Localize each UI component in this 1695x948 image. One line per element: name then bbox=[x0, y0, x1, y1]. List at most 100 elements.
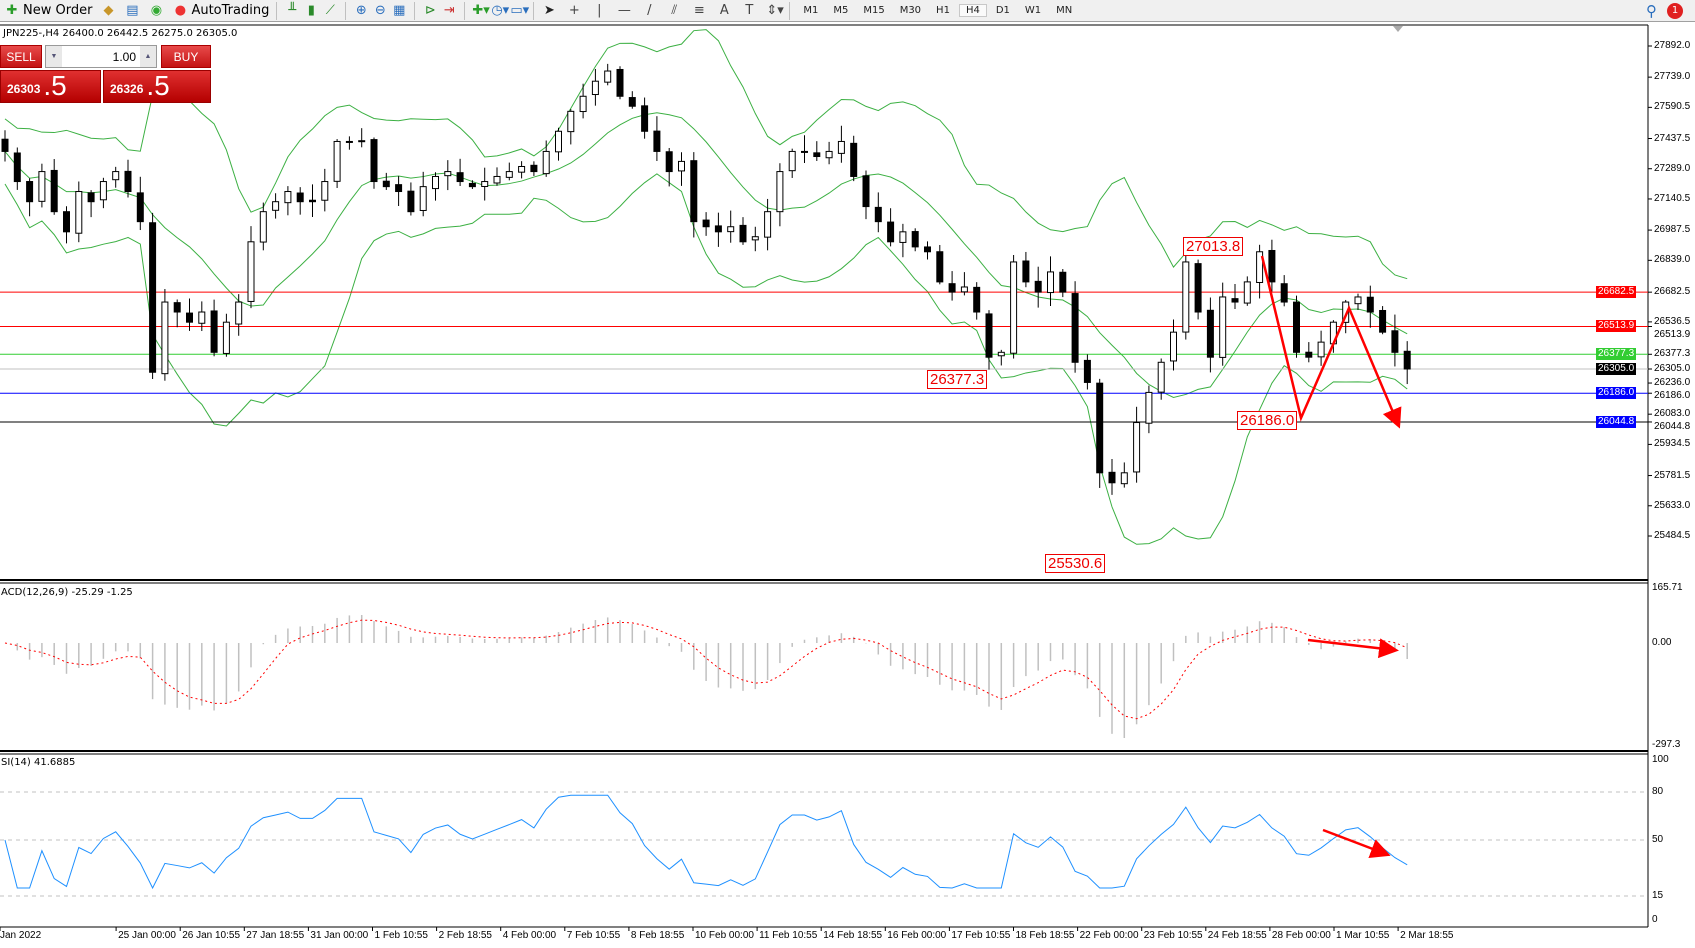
fibonacci-icon[interactable]: ≡ bbox=[693, 3, 705, 18]
macd-label: ACD(12,26,9) -25.29 -1.25 bbox=[1, 587, 133, 598]
text-label-icon[interactable]: T bbox=[745, 3, 754, 18]
timeframe-mn[interactable]: MN bbox=[1056, 5, 1073, 16]
candlestick-icon[interactable]: ▮ bbox=[307, 3, 315, 18]
timeframe-m30[interactable]: M30 bbox=[899, 5, 922, 16]
candle-body bbox=[1379, 309, 1387, 333]
timeframe-m1[interactable]: M1 bbox=[803, 5, 819, 16]
buy-button[interactable]: BUY bbox=[161, 45, 211, 68]
candle-body bbox=[481, 181, 489, 187]
trendline-icon[interactable]: / bbox=[647, 3, 652, 18]
autotrading-button[interactable]: ● AutoTrading bbox=[168, 1, 273, 21]
candle-body bbox=[1, 138, 9, 152]
price-axis-label: 26987.5 bbox=[1654, 224, 1691, 236]
timeframe-d1[interactable]: D1 bbox=[995, 5, 1010, 16]
candle-body bbox=[764, 211, 772, 238]
chart-shift-icon[interactable]: ⊳ bbox=[424, 3, 436, 18]
lot-size-field[interactable]: ▼ 1.00 ▲ bbox=[45, 45, 157, 68]
price-axis-label: 25633.0 bbox=[1654, 499, 1691, 511]
metaeditor-button[interactable]: ◆ bbox=[96, 1, 120, 21]
chart-canvas[interactable] bbox=[0, 24, 1695, 948]
timeframe-h1[interactable]: H1 bbox=[936, 5, 950, 16]
search-icon[interactable]: ⚲ bbox=[1646, 1, 1657, 20]
lot-decrease-icon[interactable]: ▼ bbox=[46, 46, 62, 67]
macd-axis-label: 165.71 bbox=[1652, 582, 1683, 593]
arrows-icon[interactable]: ⇕▾ bbox=[766, 3, 784, 18]
timeframe-h4[interactable]: H4 bbox=[958, 4, 987, 17]
lot-size-value[interactable]: 1.00 bbox=[112, 49, 136, 64]
bar-chart-icon[interactable]: ╨ bbox=[288, 3, 297, 18]
rsi-axis-label: 100 bbox=[1652, 754, 1669, 765]
navigator-button[interactable]: ▤ bbox=[120, 1, 144, 21]
candle-body bbox=[924, 246, 931, 253]
buy-price-box[interactable]: 26326.5 bbox=[103, 70, 211, 103]
sell-button[interactable]: SELL bbox=[0, 45, 42, 68]
time-axis-label: 25 Jan 00:00 bbox=[118, 930, 176, 941]
candle-body bbox=[801, 150, 808, 153]
candle-body bbox=[210, 310, 218, 353]
equidistant-channel-icon[interactable]: ⫽ bbox=[671, 3, 678, 18]
chart-window[interactable]: JPN225-,H4 26400.0 26442.5 26275.0 26305… bbox=[0, 24, 1695, 948]
chart-shift-marker bbox=[1393, 26, 1403, 32]
sell-price-box[interactable]: 26303.5 bbox=[0, 70, 101, 103]
time-axis-label: 18 Feb 18:55 bbox=[1015, 930, 1075, 941]
time-axis-label: 23 Feb 10:55 bbox=[1143, 930, 1203, 941]
candle-body bbox=[1280, 283, 1288, 303]
timeframe-m5[interactable]: M5 bbox=[833, 5, 849, 16]
toolbar: ✚ New Order ◆ ▤ ◉ ● AutoTrading ╨ ▮ ⟋ ⊕ ⊖ … bbox=[0, 0, 1695, 22]
macd-trend-arrow bbox=[1307, 638, 1399, 659]
candle-body bbox=[751, 236, 759, 241]
candle-body bbox=[1256, 251, 1264, 283]
time-axis-label: 28 Feb 00:00 bbox=[1271, 930, 1331, 941]
candle-body bbox=[530, 164, 538, 173]
text-icon[interactable]: A bbox=[719, 3, 729, 18]
time-axis-label: Jan 2022 bbox=[0, 930, 42, 941]
vertical-line-icon[interactable]: | bbox=[597, 3, 602, 18]
zoom-out-icon[interactable]: ⊖ bbox=[374, 3, 386, 18]
insert-buttons: ✚▾ ◷▾ ▭▾ bbox=[468, 1, 530, 21]
tile-windows-icon[interactable]: ▦ bbox=[393, 3, 406, 18]
signals-icon: ◉ bbox=[150, 3, 163, 18]
time-axis-label: 26 Jan 10:55 bbox=[182, 930, 241, 941]
notifications-badge[interactable]: 1 bbox=[1667, 2, 1683, 19]
timeframe-w1[interactable]: W1 bbox=[1024, 5, 1042, 16]
candle-body bbox=[616, 68, 624, 97]
time-axis-label: 1 Feb 10:55 bbox=[374, 930, 428, 941]
candle-body bbox=[395, 184, 403, 193]
candle-body bbox=[444, 171, 452, 177]
price-axis-label: 26186.0 bbox=[1654, 390, 1691, 402]
autoscroll-icon[interactable]: ⇥ bbox=[443, 3, 455, 18]
line-chart-icon[interactable]: ⟋ bbox=[325, 3, 335, 18]
candle-body bbox=[259, 211, 267, 243]
price-axis-label: 27140.5 bbox=[1654, 192, 1691, 204]
zoom-in-icon[interactable]: ⊕ bbox=[355, 3, 367, 18]
candle-body bbox=[1194, 263, 1202, 313]
new-order-button[interactable]: ✚ New Order bbox=[0, 1, 96, 21]
price-axis-label: 26536.5 bbox=[1654, 315, 1691, 327]
templates-icon[interactable]: ▭▾ bbox=[510, 3, 530, 18]
level-price-tag: 26305.0 bbox=[1596, 363, 1637, 375]
macd-axis-label: 0.00 bbox=[1652, 637, 1672, 648]
crosshair-icon[interactable]: + bbox=[568, 3, 580, 18]
price-axis-label: 26083.0 bbox=[1654, 408, 1691, 420]
autotrading-icon: ● bbox=[174, 3, 187, 18]
candle-body bbox=[1219, 296, 1227, 358]
candle-body bbox=[1293, 301, 1300, 353]
signals-button[interactable]: ◉ bbox=[144, 1, 168, 21]
level-price-tag: 26377.3 bbox=[1596, 348, 1637, 361]
indicators-icon[interactable]: ✚▾ bbox=[472, 3, 490, 18]
cursor-icon[interactable]: ➤ bbox=[543, 3, 555, 18]
periods-icon[interactable]: ◷▾ bbox=[491, 3, 510, 18]
candle-body bbox=[518, 165, 526, 173]
time-axis-label: 2 Mar 18:55 bbox=[1400, 930, 1454, 941]
price-annotation: 26186.0 bbox=[1237, 411, 1298, 430]
macd-axis-label: -297.3 bbox=[1652, 739, 1681, 750]
price-axis-label: 25781.5 bbox=[1654, 469, 1691, 481]
candle-body bbox=[1268, 249, 1276, 283]
horizontal-line-icon[interactable]: — bbox=[617, 3, 631, 18]
lot-increase-icon[interactable]: ▲ bbox=[140, 46, 156, 67]
timeframe-m15[interactable]: M15 bbox=[863, 5, 885, 16]
wave-arrow bbox=[1260, 255, 1402, 429]
candle-body bbox=[1133, 422, 1141, 473]
candle-body bbox=[1145, 391, 1153, 424]
chart-type-buttons: ╨ ▮ ⟋ bbox=[280, 1, 342, 21]
